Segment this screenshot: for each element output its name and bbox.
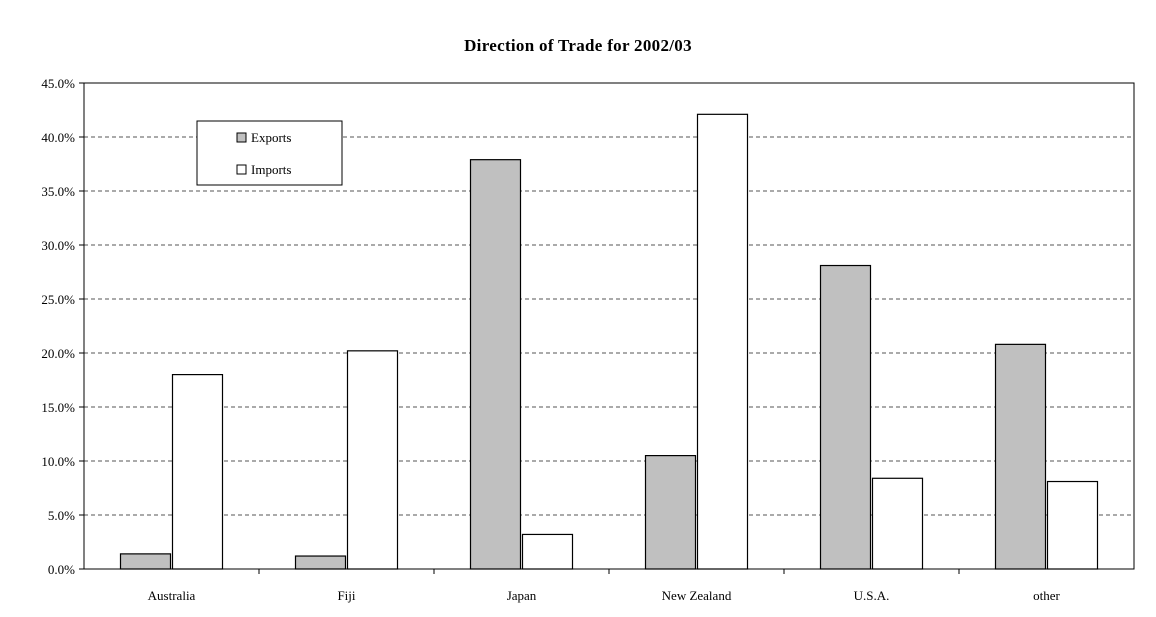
legend-label-exports: Exports	[251, 130, 291, 145]
x-tick-label: Australia	[148, 588, 196, 603]
y-tick-label: 0.0%	[48, 562, 75, 577]
bar-imports-japan	[521, 533, 574, 570]
x-tick-labels: Australia Fiji Japan New Zealand U.S.A. other	[148, 588, 1061, 603]
bars	[119, 113, 1099, 570]
y-tick-label: 35.0%	[41, 184, 75, 199]
x-tick-label: other	[1033, 588, 1060, 603]
bar-imports-new-zealand	[696, 113, 749, 570]
legend-box	[196, 120, 343, 186]
legend-swatch-imports	[236, 164, 247, 175]
y-tick-labels: 0.0% 5.0% 10.0% 15.0% 20.0% 25.0% 30.0% 35.0% 40…	[41, 76, 75, 577]
x-tick-label: New Zealand	[662, 588, 732, 603]
y-tick-label: 45.0%	[41, 76, 75, 91]
y-tick-label: 25.0%	[41, 292, 75, 307]
legend: Exports Imports	[196, 120, 343, 186]
x-tick-label: Fiji	[337, 588, 355, 603]
bar-exports-fiji	[294, 555, 347, 570]
bar-imports-other	[1046, 480, 1099, 570]
bar-imports-australia	[171, 374, 224, 570]
bar-exports-australia	[119, 553, 172, 570]
legend-label-imports: Imports	[251, 162, 291, 177]
chart-title: Direction of Trade for 2002/03	[464, 36, 692, 55]
bar-exports-u-s-a-	[819, 264, 872, 570]
y-tick-label: 15.0%	[41, 400, 75, 415]
bar-imports-u-s-a-	[871, 477, 924, 570]
y-tick-label: 30.0%	[41, 238, 75, 253]
bar-imports-fiji	[346, 350, 399, 570]
x-tick-label: Japan	[507, 588, 537, 603]
axes	[79, 82, 1135, 574]
y-tick-label: 40.0%	[41, 130, 75, 145]
legend-swatch-exports	[236, 132, 247, 143]
y-tick-label: 20.0%	[41, 346, 75, 361]
bar-exports-other	[994, 343, 1047, 570]
bar-exports-new-zealand	[644, 455, 697, 570]
y-tick-label: 5.0%	[48, 508, 75, 523]
y-tick-label: 10.0%	[41, 454, 75, 469]
x-tick-label: U.S.A.	[854, 588, 890, 603]
gridlines	[84, 136, 1134, 516]
bar-exports-japan	[469, 159, 522, 570]
